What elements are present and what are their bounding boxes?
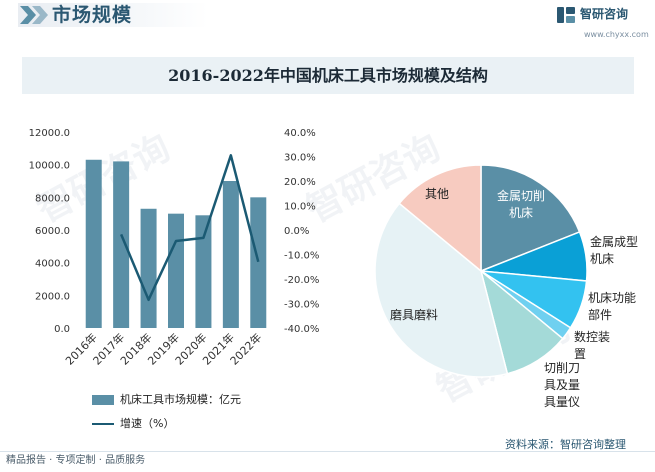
pie-slice	[480, 164, 581, 273]
legend-bar: 机床工具市场规模：亿元	[92, 393, 241, 407]
bar	[85, 159, 102, 328]
footer-slogan: 精品报告 · 专项定制 · 品质服务	[6, 455, 146, 466]
bar	[250, 197, 267, 328]
source-note: 资料来源：智研咨询整理	[505, 438, 626, 451]
chevron-right-icon	[20, 6, 48, 24]
bar	[113, 161, 130, 328]
bar	[195, 215, 212, 328]
pie-label: 其他	[425, 187, 449, 201]
y-right-tick-label: 40.0%	[284, 128, 316, 139]
header: 市场规模 智研咨询 www.chyxx.com	[0, 0, 655, 39]
section-title: 市场规模	[52, 4, 133, 26]
y-left-tick-label: 6000.0	[35, 226, 70, 237]
legend-line: 增速（%）	[92, 417, 174, 431]
growth-line	[119, 154, 260, 302]
legend-bar-label: 机床工具市场规模：亿元	[120, 393, 241, 406]
legend-bar-swatch	[92, 395, 114, 405]
footer-divider	[0, 451, 655, 452]
pie-slice	[374, 202, 509, 378]
y-right-tick-label: 20.0%	[284, 177, 316, 188]
y-left-tick-label: 0.0	[54, 324, 70, 335]
section-title-box	[18, 3, 208, 27]
y-right-tick-label: -10.0%	[284, 251, 319, 262]
y-right-tick-label: -30.0%	[284, 300, 319, 311]
y-left-tick-label: 4000.0	[35, 259, 70, 270]
y-left-tick-label: 8000.0	[35, 193, 70, 204]
chart-title-bar	[22, 57, 634, 94]
pie-slice	[398, 164, 482, 273]
y-left-tick-label: 2000.0	[35, 291, 70, 302]
legend-line-swatch	[92, 423, 114, 425]
y-right-tick-label: -40.0%	[284, 324, 319, 335]
y-right-tick-label: 30.0%	[284, 153, 316, 164]
pie-label: 数控装置	[574, 329, 610, 361]
pie-label: 磨具磨料	[390, 308, 438, 322]
y-right-tick-label: 0.0%	[284, 226, 309, 237]
chart-title: 2016-2022年中国机床工具市场规模及结构	[168, 66, 488, 85]
y-right-tick-label: -20.0%	[284, 275, 319, 286]
y-left-tick-label: 12000.0	[29, 128, 70, 139]
y-right-tick-label: 10.0%	[284, 202, 316, 213]
pie-label: 机床功能部件	[588, 291, 636, 322]
pie-label: 金属切削机床	[497, 188, 545, 220]
brand-logo-icon	[557, 7, 575, 23]
y-left-tick-label: 10000.0	[29, 161, 70, 172]
brand-url: www.chyxx.com	[584, 30, 649, 39]
bar	[222, 181, 239, 328]
pie-label: 切削刀具及量具量仪	[544, 361, 580, 409]
bar	[168, 213, 184, 328]
brand-name: 智研咨询	[580, 7, 629, 21]
bar	[140, 208, 157, 328]
pie-label: 金属成型机床	[590, 234, 638, 266]
legend-line-label: 增速（%）	[120, 417, 175, 430]
